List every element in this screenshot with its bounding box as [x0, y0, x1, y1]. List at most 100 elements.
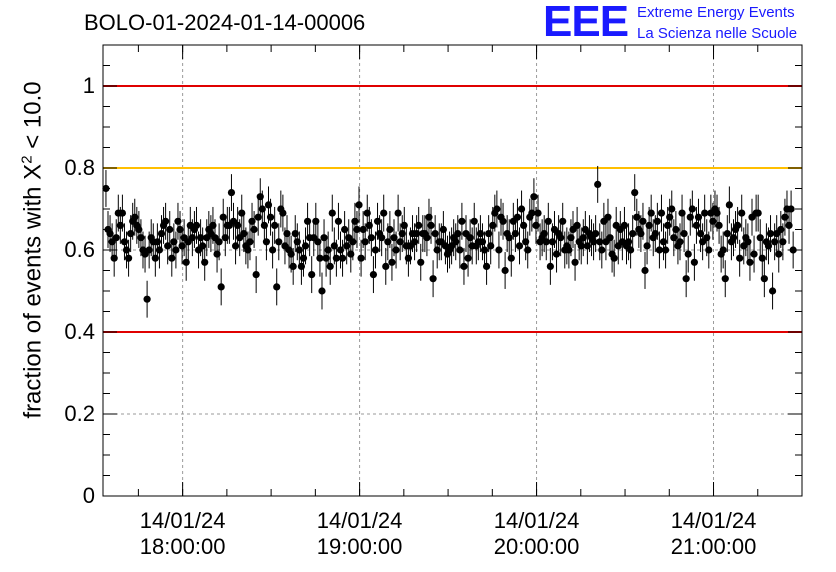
- point-marker: [318, 287, 326, 295]
- data-point: [312, 202, 320, 240]
- data-point: [505, 219, 513, 257]
- data-point: [779, 223, 787, 261]
- data-point: [744, 223, 752, 261]
- point-marker: [746, 258, 754, 266]
- plot-border: [102, 44, 803, 497]
- data-point: [423, 219, 431, 257]
- point-marker: [501, 266, 509, 275]
- data-point: [110, 239, 118, 277]
- x-tick-date: 14/01/24: [493, 508, 580, 533]
- point-marker: [643, 242, 651, 250]
- data-point: [620, 206, 629, 244]
- y-tick-label: 0.4: [64, 319, 95, 344]
- data-point: [355, 186, 363, 224]
- point-marker: [250, 225, 258, 234]
- point-marker: [594, 180, 602, 188]
- data-point: [382, 247, 390, 285]
- logo-line-1: Extreme Energy Events: [637, 4, 795, 21]
- data-point: [252, 256, 260, 294]
- data-point: [643, 227, 651, 265]
- data-point: [266, 198, 275, 236]
- data-point: [678, 194, 686, 232]
- point-marker: [546, 262, 554, 270]
- point-marker: [629, 230, 637, 238]
- point-marker: [738, 209, 746, 217]
- data-point: [647, 194, 655, 232]
- point-marker: [524, 246, 532, 254]
- x-tick-label: 14/01/24 20:00:00: [467, 508, 607, 560]
- point-marker: [312, 217, 320, 225]
- point-marker: [680, 230, 688, 238]
- data-point: [250, 211, 258, 248]
- y-axis-label-superscript: 2: [18, 155, 36, 164]
- data-point: [721, 260, 729, 298]
- grid-lines: [103, 45, 802, 496]
- data-point: [349, 223, 357, 261]
- point-marker: [719, 246, 727, 254]
- data-point: [429, 260, 437, 298]
- data-point: [629, 215, 637, 253]
- x-tick-time: 21:00:00: [670, 534, 757, 559]
- data-point: [513, 198, 522, 236]
- point-marker: [789, 246, 797, 254]
- point-marker: [779, 238, 787, 246]
- data-point: [386, 211, 394, 248]
- point-marker: [262, 238, 271, 246]
- point-marker: [592, 230, 600, 238]
- point-marker: [723, 230, 731, 238]
- point-marker: [715, 221, 723, 229]
- point-marker: [758, 254, 766, 262]
- data-point: [328, 194, 336, 232]
- data-point: [495, 231, 503, 269]
- point-marker: [768, 287, 777, 295]
- data-point: [320, 219, 328, 257]
- data-point: [316, 239, 324, 277]
- data-point: [464, 239, 472, 277]
- point-marker: [231, 242, 240, 250]
- point-marker: [328, 209, 336, 217]
- data-point: [544, 202, 552, 240]
- point-marker: [544, 217, 552, 225]
- point-marker: [705, 246, 713, 254]
- data-point: [162, 202, 170, 240]
- data-point: [725, 186, 733, 224]
- point-marker: [423, 234, 431, 242]
- data-point: [392, 231, 400, 269]
- data-point: [592, 215, 600, 253]
- data-point: [254, 198, 262, 236]
- point-marker: [273, 283, 281, 291]
- point-marker: [254, 213, 262, 221]
- data-point: [394, 194, 402, 232]
- point-marker: [653, 217, 661, 225]
- point-marker: [750, 250, 758, 258]
- data-point: [417, 243, 425, 281]
- point-marker: [308, 271, 316, 279]
- data-point: [371, 231, 380, 269]
- data-point: [653, 202, 661, 240]
- point-marker: [382, 262, 390, 270]
- x-tick-date: 14/01/24: [670, 508, 757, 533]
- x-tick-label: 14/01/24 21:00:00: [644, 508, 784, 560]
- data-point: [598, 231, 606, 269]
- data-point: [487, 227, 495, 265]
- data-point: [326, 247, 334, 285]
- point-marker: [275, 238, 283, 246]
- point-marker: [458, 217, 466, 225]
- point-marker: [367, 234, 375, 242]
- data-point: [552, 235, 561, 273]
- point-marker: [460, 262, 468, 270]
- point-marker: [736, 254, 744, 262]
- y-axis-label-text: fraction of events with X: [19, 163, 47, 419]
- x-tick-label: 14/01/24 19:00:00: [290, 508, 430, 560]
- point-marker: [201, 258, 209, 266]
- point-marker: [271, 221, 279, 229]
- data-point: [787, 190, 795, 228]
- point-marker: [361, 238, 369, 246]
- point-marker: [417, 258, 425, 266]
- point-marker: [320, 234, 328, 242]
- point-marker: [756, 234, 764, 242]
- point-marker: [678, 209, 686, 217]
- data-point: [367, 219, 375, 257]
- point-marker: [392, 246, 400, 254]
- point-marker: [332, 254, 340, 262]
